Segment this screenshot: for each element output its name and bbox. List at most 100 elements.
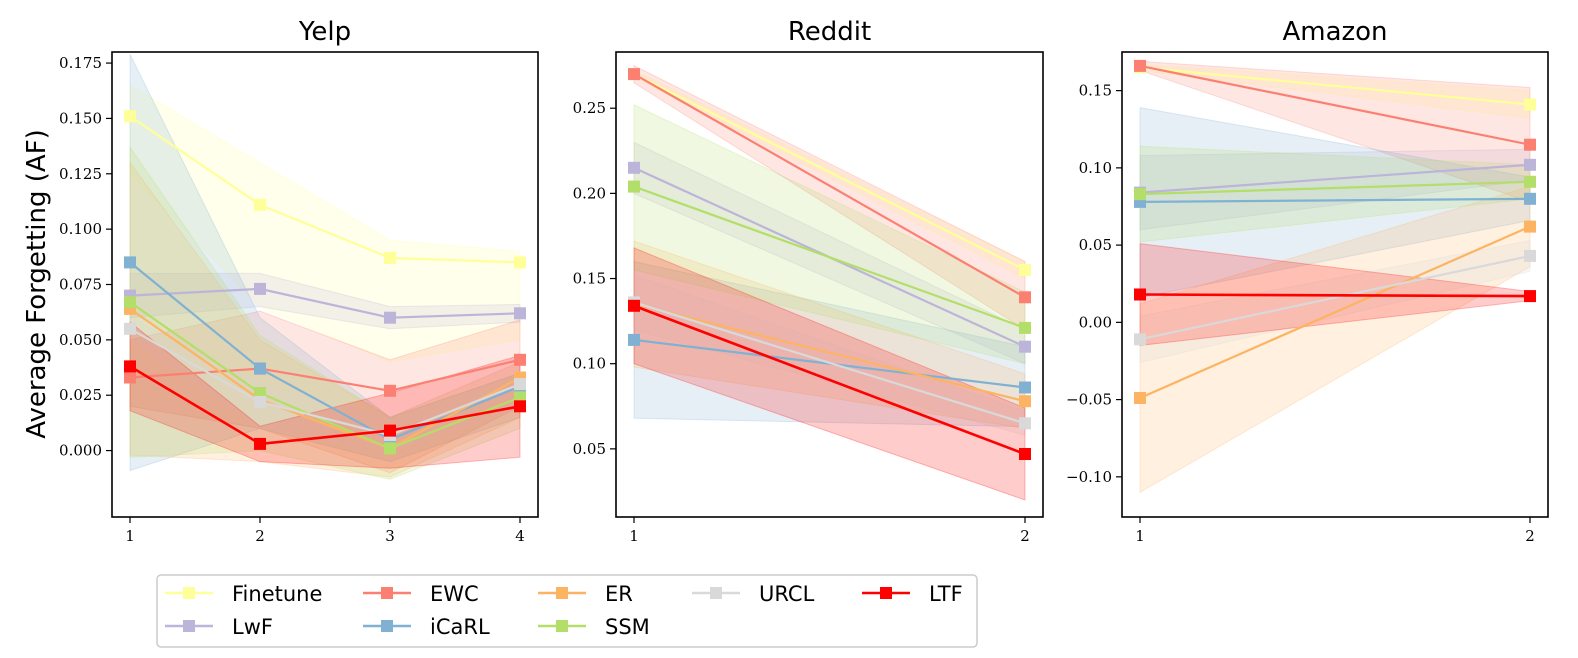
legend-item-icarl: iCaRL [363,615,490,639]
reddit-ytick-label: 0.05 [573,440,606,458]
amazon-line-urcl [1139,254,1531,341]
panel-yelp: 0.000 0.025 0.050 0.075 0.100 0.125 0.150 0.175… [59,17,539,545]
amazon-marker-ltf-1 [1134,288,1146,301]
yelp-marker-ewc-4 [514,353,526,366]
legend-marker-urcl [710,587,722,599]
yelp-marker-urcl-4 [514,378,526,391]
amazon-marker-ewc-1 [1134,59,1146,72]
yelp-xtick-label: 3 [385,527,395,545]
reddit-line-ltf [633,304,1026,456]
yelp-line-er [129,307,521,450]
legend-item-lwf: LwF [165,615,273,639]
yelp-marker-icarl-2 [254,362,266,375]
amazon-marker-urcl-1 [1134,333,1146,346]
yelp-ytick-label: 0.050 [59,331,102,349]
legend-label-finetune: Finetune [232,582,322,606]
legend-marker-finetune [183,587,195,599]
yelp-marker-ltf-3 [384,424,396,437]
amazon-ytick-label: 0.00 [1079,313,1112,331]
legend-item-ssm: SSM [538,615,650,639]
amazon-ytick-label: −0.05 [1066,391,1112,409]
legend-marker-ssm [556,620,568,632]
reddit-band-ssm [633,104,1026,365]
yelp-ytick-label: 0.175 [59,54,102,72]
yelp-xtick-label: 1 [125,527,135,545]
amazon-band-er [1139,185,1531,494]
reddit-xtick-label: 2 [1020,527,1030,545]
reddit-ytick-label: 0.15 [573,270,606,288]
amazon-ytick-label: 0.05 [1079,236,1112,254]
amazon-line-lwf [1139,163,1531,194]
reddit-ytick-label: 0.10 [573,355,606,373]
legend-marker-lwf [183,620,195,632]
reddit-ytick-label: 0.25 [573,99,606,117]
yelp-marker-finetune-4 [514,256,526,269]
amazon-marker-ssm-2 [1524,175,1536,188]
yelp-marker-ltf-1 [124,360,136,373]
reddit-marker-icarl-1 [628,333,640,346]
panel-reddit: 0.05 0.10 0.15 0.20 0.25 1 2 Reddit [573,17,1044,545]
reddit-line-er [633,303,1026,403]
legend-label-urcl: URCL [759,582,815,606]
reddit-marker-ltf-1 [628,299,640,312]
amazon-line-ssm [1139,180,1531,196]
amazon-line-icarl [1139,197,1531,203]
yelp-band-icarl [129,53,521,472]
amazon-axes-frame [1121,51,1549,518]
legend: Finetune EWC ER URCL LTF LwF iCaRL SSM [156,574,978,648]
yelp-line-ltf [129,365,521,446]
yelp-marker-urcl-1 [124,322,136,335]
amazon-title: Amazon [1282,17,1387,47]
yelp-ytick-label: 0.100 [59,220,102,238]
reddit-marker-lwf-2 [1019,340,1031,353]
legend-label-er: ER [605,582,633,606]
yelp-band-er [129,161,521,478]
reddit-band-ltf [633,247,1026,501]
amazon-line-finetune [1139,66,1531,106]
reddit-marker-er-2 [1019,395,1031,408]
amazon-marker-ltf-2 [1524,290,1536,303]
reddit-line-ssm [633,185,1026,329]
yelp-line-urcl [129,327,521,437]
amazon-marker-lwf-2 [1524,158,1536,171]
reddit-marker-urcl-2 [1019,417,1031,430]
yelp-marker-finetune-3 [384,251,396,264]
yelp-ytick-label: 0.025 [59,386,102,404]
reddit-line-ewc [633,73,1026,299]
yelp-marker-ewc-1 [124,371,136,384]
amazon-xtick-label: 2 [1525,527,1535,545]
amazon-ytick-label: 0.10 [1079,159,1112,177]
legend-label-ssm: SSM [605,615,650,639]
legend-label-ltf: LTF [929,582,963,606]
yelp-ytick-label: 0.075 [59,276,102,294]
reddit-marker-ltf-2 [1019,448,1031,460]
reddit-ytick-label: 0.20 [573,184,606,202]
amazon-band-urcl [1139,239,1531,364]
legend-item-ewc: EWC [363,582,479,606]
reddit-line-finetune [633,73,1026,271]
amazon-band-icarl [1139,107,1531,299]
amazon-marker-er-2 [1524,220,1536,233]
amazon-line-er [1139,225,1531,400]
reddit-xtick-label: 1 [629,527,639,545]
yelp-ytick-label: 0.125 [59,165,102,183]
yelp-marker-ewc-3 [384,384,396,397]
amazon-ytick-label: 0.15 [1079,82,1112,100]
amazon-line-ewc [1139,64,1531,146]
reddit-marker-ssm-1 [628,180,640,193]
amazon-marker-urcl-2 [1524,249,1536,262]
legend-marker-icarl [381,620,393,632]
legend-marker-ltf [880,587,892,599]
yelp-band-lwf [129,272,521,330]
legend-item-er: ER [538,582,633,606]
chart-panels: 0.000 0.025 0.050 0.075 0.100 0.125 0.150 0.175… [59,17,1549,545]
yelp-marker-ssm-1 [124,296,136,309]
reddit-band-lwf [633,141,1026,365]
reddit-marker-finetune-2 [1019,264,1031,276]
reddit-marker-ewc-1 [628,68,640,81]
amazon-marker-ssm-1 [1134,188,1146,201]
amazon-marker-er-1 [1134,392,1146,404]
yelp-marker-finetune-1 [124,110,136,123]
legend-label-lwf: LwF [232,615,273,639]
